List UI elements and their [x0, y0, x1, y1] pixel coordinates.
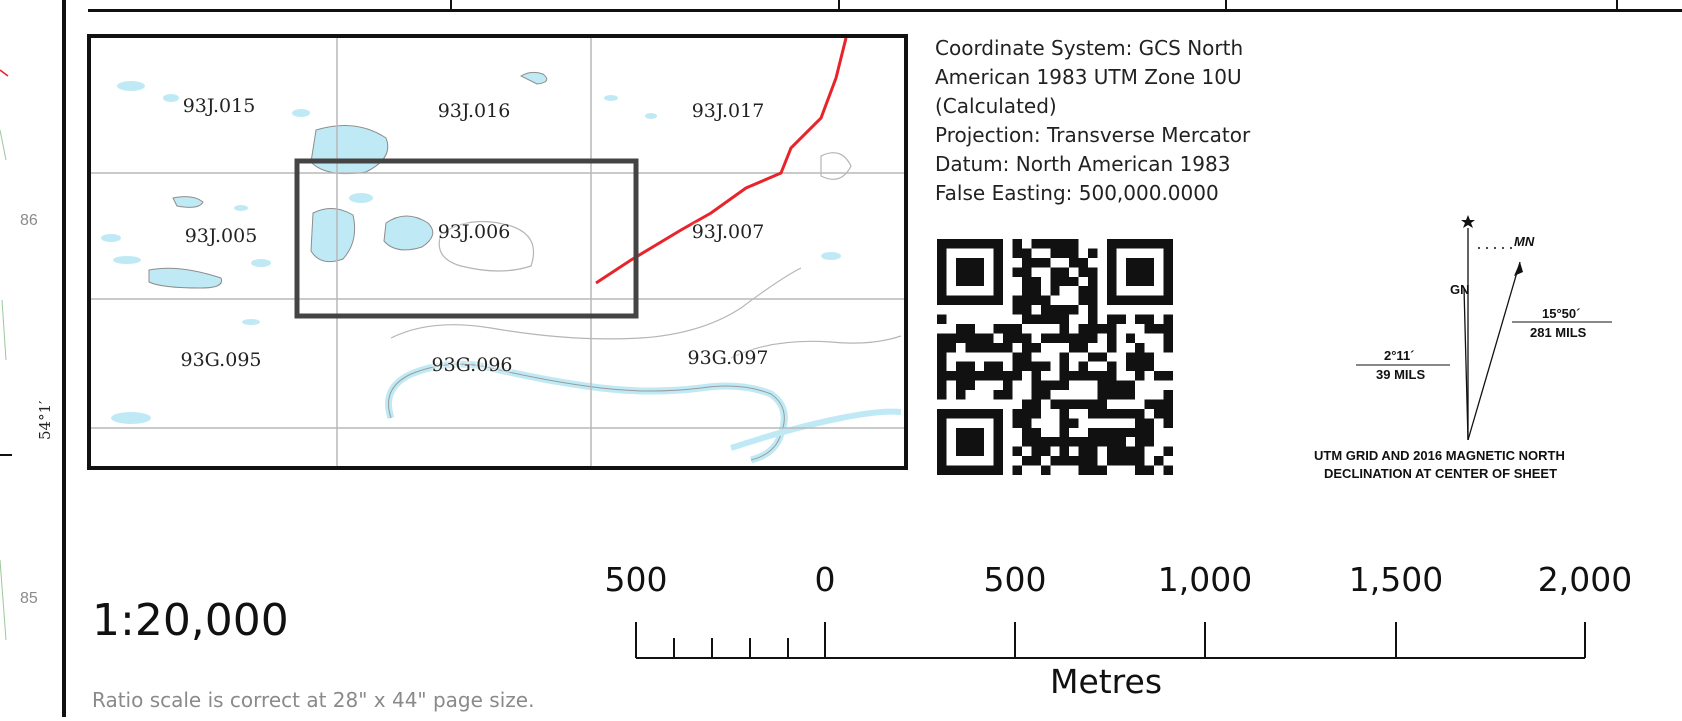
sheet-label: 93J.015 — [182, 95, 256, 117]
scale-bar: 500 0 500 1,000 1,500 2,000 Metres — [600, 560, 1680, 717]
scale-label: 500 — [604, 560, 668, 599]
declination-caption-line1: UTM GRID AND 2016 MAGNETIC NORTH — [1314, 448, 1565, 463]
sheet-label: 93J.006 — [437, 221, 511, 243]
ratio-scale-note: Ratio scale is correct at 28" x 44" page… — [92, 688, 535, 712]
meta-line: False Easting: 500,000.0000 — [935, 181, 1219, 205]
river-east — [730, 408, 902, 451]
frame-divider — [1225, 0, 1227, 12]
declination-diagram: GN MN 2°11´ 39 MILS 15°50´ 281 MILS UTM … — [1300, 210, 1650, 485]
left-mils: 39 MILS — [1376, 367, 1426, 382]
star-icon — [1461, 215, 1475, 228]
ratio-scale: 1:20,000 — [92, 595, 289, 646]
gn-label: GN — [1450, 282, 1470, 297]
scale-label: 0 — [814, 560, 836, 599]
current-sheet-extent — [294, 158, 639, 319]
scale-bar-ticks — [635, 622, 1586, 659]
index-map: 93J.015 93J.016 93J.017 93J.005 93J.006 … — [87, 34, 908, 470]
scale-unit: Metres — [1049, 662, 1163, 701]
meta-line: (Calculated) — [935, 94, 1057, 118]
mn-label: MN — [1514, 234, 1535, 249]
sheet-label: 93G.096 — [431, 354, 513, 376]
left-angle: 2°11´ — [1384, 348, 1415, 363]
coordinate-metadata: Coordinate System: GCS North American 19… — [935, 34, 1315, 208]
meta-line: Projection: Transverse Mercator — [935, 123, 1251, 147]
top-frame — [88, 0, 1682, 12]
river — [385, 360, 788, 464]
mn-arrow-icon — [1514, 262, 1523, 276]
qr-code[interactable] — [937, 239, 1173, 475]
index-map-graphics — [91, 38, 904, 466]
sheet-label: 93J.005 — [184, 225, 258, 247]
sheet-label: 93J.016 — [437, 100, 511, 122]
left-map-margin — [0, 0, 62, 717]
scale-label: 2,000 — [1537, 560, 1633, 599]
right-angle: 15°50´ — [1542, 306, 1581, 321]
sheet-label: 93G.095 — [180, 349, 262, 371]
scale-label: 1,000 — [1157, 560, 1253, 599]
map-frame-left-border — [62, 0, 66, 717]
declination-arrows — [1356, 215, 1612, 441]
right-mils: 281 MILS — [1530, 325, 1587, 340]
scale-label: 1,500 — [1348, 560, 1444, 599]
river-bank — [388, 363, 785, 461]
declination-caption-line2: DECLINATION AT CENTER OF SHEET — [1324, 466, 1558, 481]
grid-tick-86: 86 — [20, 212, 38, 229]
small-ponds — [101, 81, 841, 424]
latitude-label: 54°1′ — [36, 400, 54, 440]
grid-tick-85: 85 — [20, 590, 38, 607]
sheet-label: 93J.007 — [691, 221, 765, 243]
frame-divider — [838, 0, 840, 12]
frame-divider — [1616, 0, 1618, 12]
road-line — [595, 38, 848, 285]
meta-line: Coordinate System: GCS North — [935, 36, 1244, 60]
sheet-label: 93G.097 — [687, 347, 769, 369]
sheet-label: 93J.017 — [691, 100, 765, 122]
scale-label: 500 — [983, 560, 1047, 599]
map-edge-fragments — [0, 69, 12, 641]
frame-divider — [450, 0, 452, 12]
meta-line: Datum: North American 1983 — [935, 152, 1231, 176]
sheet-grid — [91, 38, 904, 466]
meta-line: American 1983 UTM Zone 10U — [935, 65, 1242, 89]
